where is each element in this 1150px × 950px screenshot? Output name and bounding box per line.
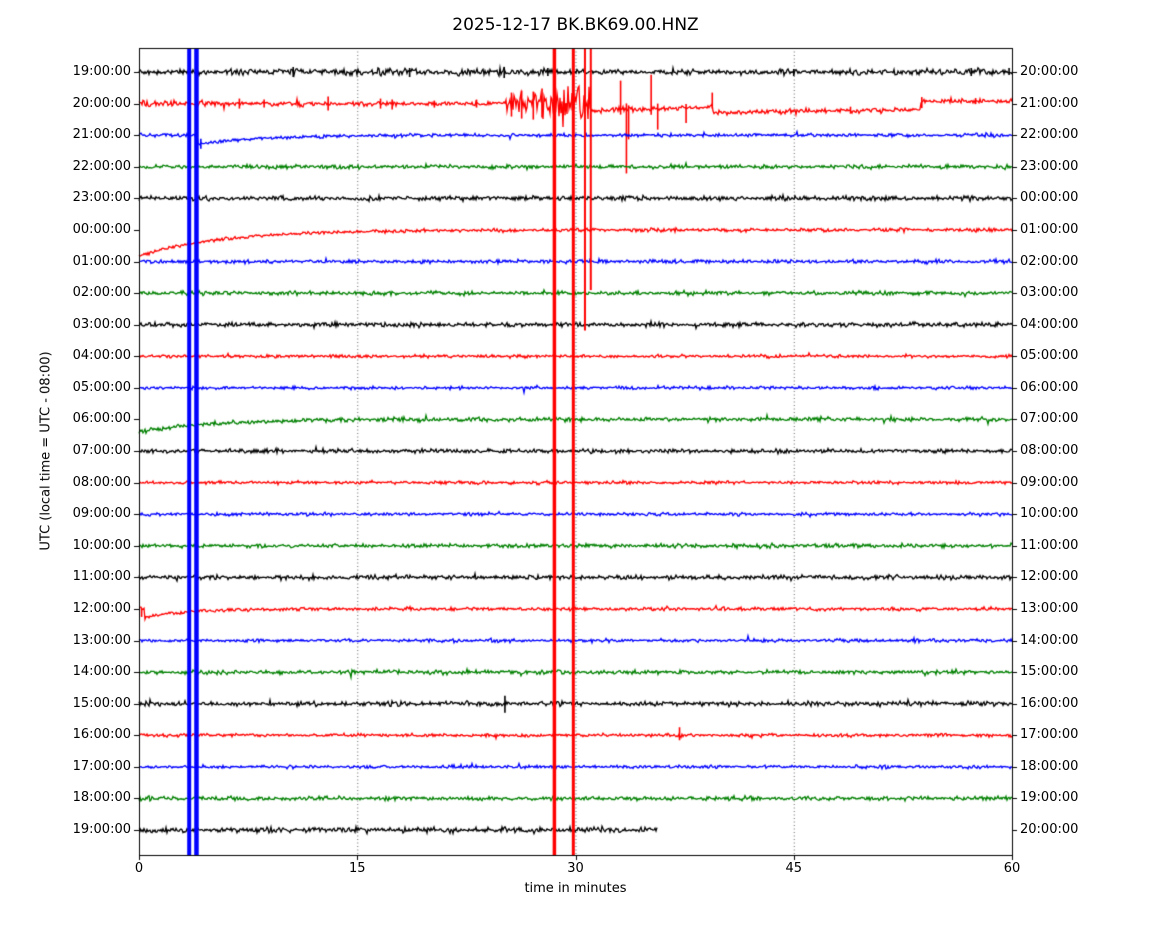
utc-time-label: 06:00:00 — [72, 411, 131, 427]
local-time-label: 23:00:00 — [1020, 158, 1079, 174]
local-time-label: 04:00:00 — [1020, 316, 1079, 332]
utc-time-label: 00:00:00 — [72, 221, 131, 237]
utc-time-label: 16:00:00 — [72, 727, 131, 743]
utc-time-label: 19:00:00 — [72, 822, 131, 837]
utc-time-label: 03:00:00 — [72, 316, 131, 332]
local-time-label: 07:00:00 — [1020, 411, 1079, 427]
local-time-label: 14:00:00 — [1020, 632, 1079, 648]
local-time-label: 10:00:00 — [1020, 506, 1079, 522]
utc-time-label: 19:00:00 — [72, 64, 131, 79]
utc-time-label: 18:00:00 — [72, 790, 131, 806]
local-time-label: 20:00:00 — [1020, 822, 1079, 837]
minute-tick-label: 45 — [785, 861, 803, 876]
local-time-label: 09:00:00 — [1020, 474, 1079, 490]
minute-tick-label: 15 — [348, 861, 366, 876]
utc-time-label: 12:00:00 — [72, 600, 131, 616]
utc-time-label: 09:00:00 — [72, 506, 131, 522]
utc-time-label: 07:00:00 — [72, 443, 131, 458]
local-time-label: 12:00:00 — [1020, 569, 1079, 585]
utc-time-label: 04:00:00 — [72, 348, 131, 364]
minute-tick-label: 30 — [567, 861, 584, 876]
local-time-label: 06:00:00 — [1020, 379, 1079, 395]
utc-time-label: 08:00:00 — [72, 474, 131, 490]
utc-time-label: 01:00:00 — [72, 253, 131, 269]
local-time-label: 13:00:00 — [1020, 600, 1079, 616]
utc-time-label: 22:00:00 — [72, 158, 131, 174]
local-time-label: 01:00:00 — [1020, 221, 1079, 237]
local-time-label: 21:00:00 — [1020, 95, 1079, 111]
utc-time-label: 14:00:00 — [72, 664, 131, 680]
local-time-label: 20:00:00 — [1020, 64, 1079, 79]
utc-time-label: 15:00:00 — [72, 695, 131, 711]
local-time-label: 00:00:00 — [1020, 190, 1079, 206]
x-axis-label: time in minutes — [524, 881, 627, 896]
local-time-label: 18:00:00 — [1020, 758, 1079, 774]
local-time-label: 11:00:00 — [1020, 537, 1079, 553]
local-time-label: 08:00:00 — [1020, 443, 1079, 458]
local-time-label: 15:00:00 — [1020, 664, 1079, 680]
minute-tick-label: 0 — [134, 861, 144, 876]
utc-time-label: 05:00:00 — [72, 379, 131, 395]
local-time-label: 17:00:00 — [1020, 727, 1079, 743]
utc-time-label: 11:00:00 — [72, 569, 131, 585]
local-time-label: 22:00:00 — [1020, 127, 1079, 143]
utc-time-label: 13:00:00 — [72, 632, 131, 648]
utc-time-label: 17:00:00 — [72, 758, 131, 774]
chart-title: 2025-12-17 BK.BK69.00.HNZ — [452, 15, 699, 35]
utc-time-label: 02:00:00 — [72, 285, 131, 301]
utc-time-label: 21:00:00 — [72, 127, 131, 143]
utc-time-label: 20:00:00 — [72, 95, 131, 111]
minute-tick-label: 60 — [1003, 861, 1021, 876]
local-time-label: 03:00:00 — [1020, 285, 1079, 301]
local-time-label: 16:00:00 — [1020, 695, 1079, 711]
utc-time-label: 10:00:00 — [72, 537, 131, 553]
local-time-label: 02:00:00 — [1020, 253, 1079, 269]
local-time-label: 19:00:00 — [1020, 790, 1079, 806]
local-time-label: 05:00:00 — [1020, 348, 1079, 364]
utc-time-label: 23:00:00 — [72, 190, 131, 206]
